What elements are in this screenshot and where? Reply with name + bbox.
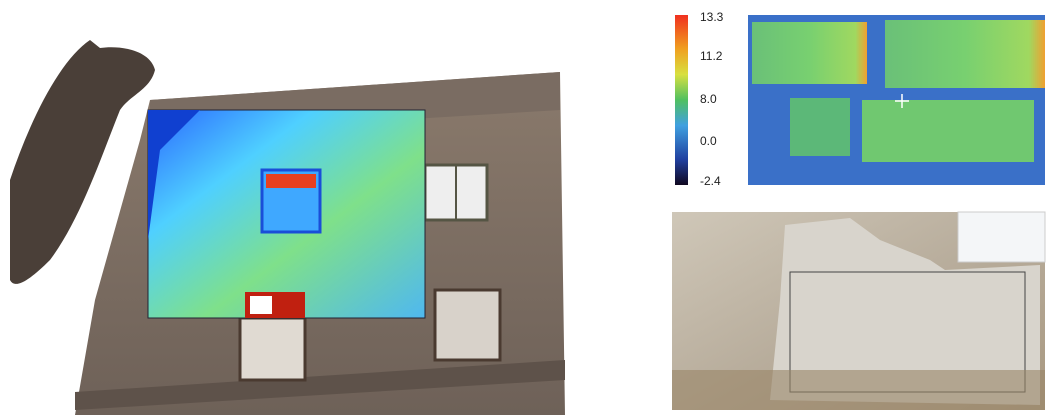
thermal-hotspot bbox=[250, 296, 272, 314]
colorbar-label: 11.2 bbox=[700, 49, 723, 63]
colorbar: 13.3 11.2 8.0 0.0 -2.4 bbox=[675, 10, 724, 188]
colorbar-scale bbox=[675, 15, 688, 185]
window-sill bbox=[958, 212, 1045, 262]
colorbar-label: 13.3 bbox=[700, 10, 724, 24]
building-photo bbox=[10, 40, 565, 415]
thermal-block bbox=[862, 100, 1034, 162]
colorbar-label: 8.0 bbox=[700, 92, 717, 106]
figure: 13.3 11.2 8.0 0.0 -2.4 bbox=[0, 0, 1050, 415]
thermal-hotspot bbox=[266, 174, 316, 188]
window bbox=[435, 290, 500, 360]
page: 13.3 11.2 8.0 0.0 -2.4 (() => { const da… bbox=[0, 0, 1050, 415]
ground bbox=[672, 370, 1045, 410]
colorbar-label: -2.4 bbox=[700, 174, 721, 188]
thermal-block bbox=[790, 98, 850, 156]
thermal-block bbox=[885, 20, 1045, 88]
thermal-block bbox=[752, 22, 867, 84]
colorbar-label: 0.0 bbox=[700, 134, 717, 148]
wall-photo bbox=[672, 212, 1045, 410]
window bbox=[240, 318, 305, 380]
thermal-image bbox=[748, 15, 1045, 185]
